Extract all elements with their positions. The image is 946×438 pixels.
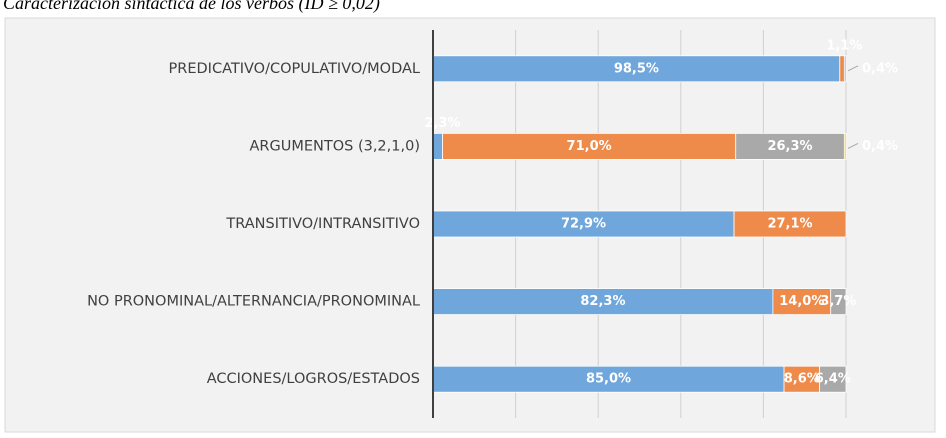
bar-segment: [432, 132, 443, 160]
value-label: 85,0%: [586, 372, 631, 387]
category-label: ACCIONES/LOGROS/ESTADOS: [207, 371, 420, 387]
leader-line: [847, 65, 859, 72]
value-label: 2,3%: [424, 116, 460, 131]
bar-segment: [735, 132, 845, 160]
bar-segment: [432, 365, 785, 393]
bar-segment: [819, 365, 847, 393]
value-label: 98,5%: [614, 61, 659, 76]
value-label: 1,1%: [826, 38, 862, 53]
category-label: ARGUMENTOS (3,2,1,0): [250, 138, 421, 154]
value-label: 26,3%: [767, 139, 812, 154]
value-label: 6,4%: [815, 372, 851, 387]
value-label: 72,9%: [561, 217, 606, 232]
value-label: 0,4%: [862, 61, 898, 76]
bar-segment: [733, 210, 847, 238]
value-label: 14,0%: [779, 294, 824, 309]
bar-segment: [432, 210, 735, 238]
bar-segment: [839, 55, 845, 83]
bar-segment: [843, 55, 847, 83]
category-label: TRANSITIVO/INTRANSITIVO: [225, 216, 420, 232]
category-label: NO PRONOMINAL/ALTERNANCIA/PRONOMINAL: [87, 294, 420, 310]
chart-title: Caracterización sintáctica de los verbos…: [3, 0, 380, 14]
value-label: 0,4%: [862, 139, 898, 154]
leader-line: [847, 142, 859, 149]
value-label: 8,6%: [784, 372, 820, 387]
bar-segment: [783, 365, 820, 393]
bar-segment: [843, 132, 847, 160]
value-label: 3,7%: [820, 294, 856, 309]
value-label: 71,0%: [567, 139, 612, 154]
category-label: PREDICATIVO/COPULATIVO/MODAL: [169, 61, 420, 77]
value-label: 27,1%: [767, 217, 812, 232]
bar-segment: [830, 288, 847, 316]
value-label: 82,3%: [580, 294, 625, 309]
